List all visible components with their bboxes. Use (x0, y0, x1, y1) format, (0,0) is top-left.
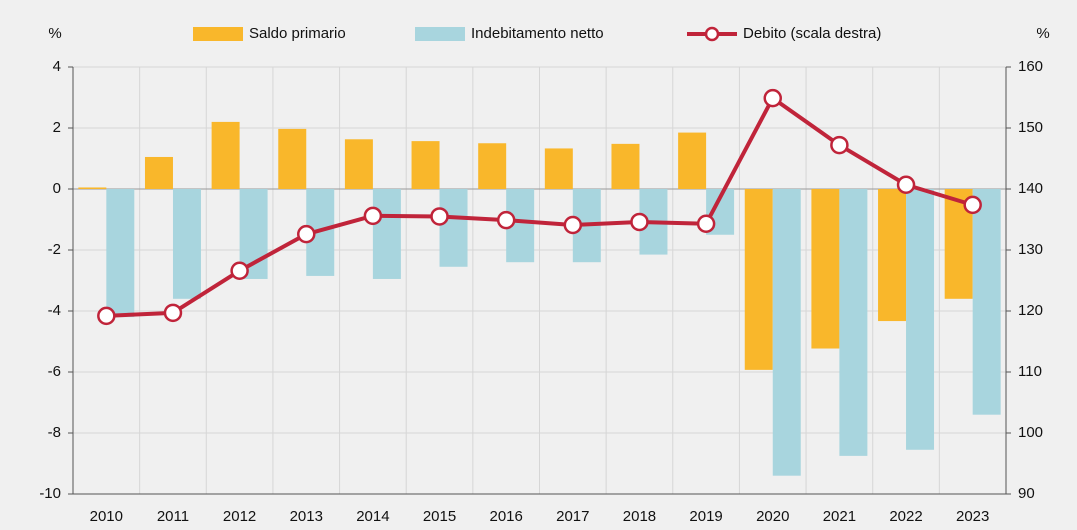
bar (544, 148, 573, 189)
x-tick-label: 2011 (157, 508, 189, 525)
bar (278, 128, 307, 189)
x-tick-label: 2017 (556, 508, 589, 525)
y2-tick-label: 130 (1018, 241, 1043, 258)
legend-label: Debito (scala destra) (743, 25, 881, 42)
bar (678, 132, 707, 189)
y-tick-label: -4 (48, 302, 61, 319)
x-tick-label: 2020 (756, 508, 789, 525)
x-tick-label: 2022 (889, 508, 922, 525)
x-tick-label: 2018 (623, 508, 656, 525)
bar (78, 187, 107, 189)
bar (439, 189, 468, 267)
bar (411, 141, 440, 189)
line-marker (830, 135, 849, 155)
y2-axis-label: % (1036, 25, 1049, 42)
line-marker (297, 224, 316, 244)
legend-label: Saldo primario (249, 25, 346, 42)
line-marker (896, 175, 916, 194)
y-tick-label: -6 (48, 363, 61, 380)
bar (144, 156, 173, 189)
y-axis-label: % (48, 25, 61, 42)
bar (106, 189, 135, 318)
bar (372, 189, 401, 279)
line-marker (763, 88, 782, 108)
line-marker (963, 195, 982, 215)
bar (744, 189, 773, 370)
legend-label: Indebitamento netto (471, 25, 604, 42)
bar (772, 189, 801, 476)
y-tick-label: -8 (48, 424, 61, 441)
x-tick-label: 2021 (823, 508, 856, 525)
y-tick-label: 0 (53, 180, 61, 197)
y2-tick-label: 160 (1018, 58, 1043, 75)
line-marker (163, 303, 183, 323)
bar (611, 143, 640, 189)
x-tick-label: 2016 (489, 508, 522, 525)
legend-swatch (193, 27, 243, 41)
x-tick-label: 2014 (356, 508, 389, 525)
y2-tick-label: 100 (1018, 424, 1043, 441)
y-tick-label: -2 (48, 241, 61, 258)
legend-marker (704, 26, 720, 42)
y2-tick-label: 90 (1018, 485, 1035, 502)
x-tick-label: 2013 (290, 508, 323, 525)
line (106, 96, 974, 318)
bar (972, 189, 1001, 415)
y2-tick-label: 110 (1018, 363, 1042, 380)
line-marker (97, 306, 116, 326)
bar (344, 139, 373, 189)
bar (478, 143, 507, 189)
x-tick-label: 2010 (90, 508, 123, 525)
x-tick-label: 2019 (689, 508, 722, 525)
line-marker (696, 214, 716, 234)
y2-tick-label: 150 (1018, 119, 1043, 136)
line-marker (496, 210, 516, 230)
bar (906, 189, 935, 450)
bar (878, 189, 907, 322)
bar (839, 189, 868, 456)
y2-tick-label: 140 (1018, 180, 1043, 197)
line-marker (230, 261, 249, 280)
line-marker (630, 212, 649, 232)
y-tick-label: 2 (53, 119, 61, 136)
line-marker (430, 207, 449, 226)
x-tick-label: 2015 (423, 508, 456, 525)
y-tick-label: -10 (39, 485, 61, 502)
x-tick-label: 2023 (956, 508, 989, 525)
line-marker (363, 206, 383, 226)
bar (811, 189, 840, 349)
bar (211, 121, 240, 189)
y2-tick-label: 120 (1018, 302, 1043, 319)
x-tick-label: 2012 (223, 508, 256, 525)
legend-swatch (415, 27, 465, 41)
y-tick-label: 4 (53, 58, 61, 75)
bar (172, 189, 201, 299)
line-marker (563, 215, 583, 235)
